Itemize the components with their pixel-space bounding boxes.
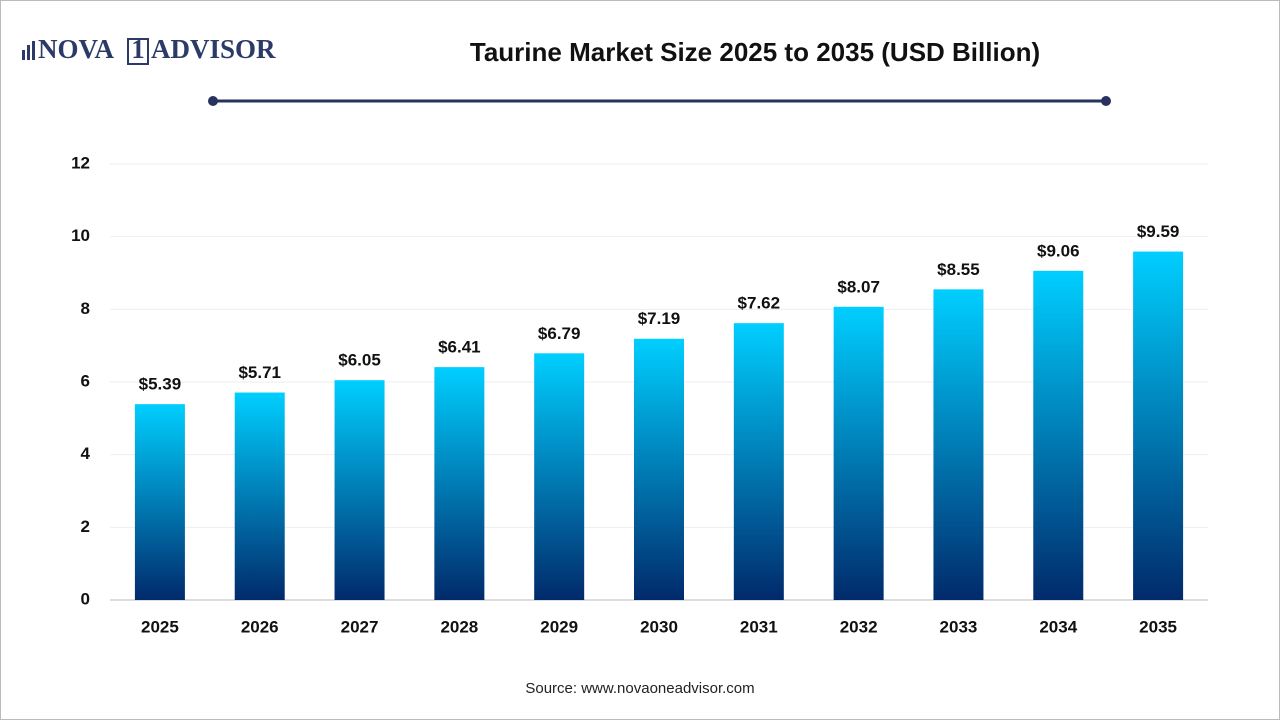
logo-left: NOVA: [38, 34, 115, 64]
title-rule: [208, 96, 1111, 106]
bar: [833, 306, 884, 600]
value-label: $6.05: [338, 351, 381, 370]
logo: NOVA 1 ADVISOR: [22, 34, 276, 65]
x-tick-label: 2031: [740, 617, 778, 636]
bar: [634, 338, 684, 600]
x-tick-label: 2034: [1039, 617, 1077, 636]
x-tick-label: 2030: [640, 617, 678, 636]
y-tick-label: 2: [81, 517, 90, 536]
value-label: $8.07: [837, 277, 880, 296]
value-label: $7.19: [638, 309, 681, 328]
y-tick-label: 8: [81, 299, 90, 318]
y-tick-label: 10: [71, 226, 90, 245]
x-tick-label: 2025: [141, 617, 179, 636]
x-tick-label: 2028: [440, 617, 478, 636]
x-tick-label: 2029: [540, 617, 578, 636]
bar: [1133, 251, 1184, 600]
bar: [534, 353, 585, 600]
bar: [434, 367, 485, 600]
y-tick-label: 4: [81, 444, 91, 463]
y-tick-label: 0: [81, 589, 90, 608]
bar: [933, 289, 984, 600]
value-label: $8.55: [937, 260, 980, 279]
chart-title: Taurine Market Size 2025 to 2035 (USD Bi…: [470, 37, 1040, 67]
bar: [334, 380, 385, 600]
source: Source: www.novaoneadvisor.com: [525, 680, 754, 697]
value-label: $5.39: [139, 375, 182, 394]
value-label: $9.06: [1037, 241, 1080, 260]
bar: [733, 323, 784, 600]
logo-right: ADVISOR: [151, 34, 276, 64]
x-tick-label: 2027: [341, 617, 379, 636]
value-label: $7.62: [738, 294, 781, 313]
value-label: $9.59: [1137, 222, 1180, 241]
y-tick-label: 12: [71, 153, 90, 172]
x-tick-label: 2035: [1139, 617, 1177, 636]
x-tick-label: 2033: [940, 617, 978, 636]
bar: [234, 392, 285, 600]
x-tick-label: 2032: [840, 617, 878, 636]
x-tick-label: 2026: [241, 617, 279, 636]
value-label: $5.71: [238, 363, 281, 382]
logo-mark: 1: [131, 34, 145, 64]
y-tick-label: 6: [81, 371, 90, 390]
bar: [134, 404, 185, 600]
value-label: $6.41: [438, 338, 481, 357]
value-label: $6.79: [538, 324, 581, 343]
bar: [1033, 270, 1084, 600]
